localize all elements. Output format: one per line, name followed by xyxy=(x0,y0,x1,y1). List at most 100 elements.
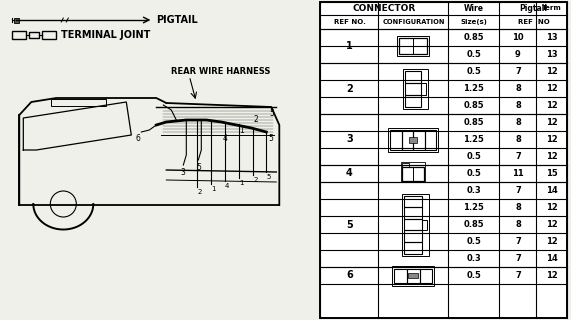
Text: 13: 13 xyxy=(546,33,558,42)
Bar xyxy=(403,163,409,166)
Text: 3: 3 xyxy=(346,134,353,145)
Text: 12: 12 xyxy=(546,152,558,161)
Text: 5: 5 xyxy=(269,109,274,118)
Bar xyxy=(395,268,407,283)
Text: 5: 5 xyxy=(268,134,273,143)
Bar xyxy=(392,266,435,285)
Bar xyxy=(51,99,106,106)
Text: 12: 12 xyxy=(546,101,558,110)
Text: PIGTAIL: PIGTAIL xyxy=(156,15,198,25)
Text: CONFIGURATION: CONFIGURATION xyxy=(382,19,445,25)
Bar xyxy=(400,38,428,54)
Text: 12: 12 xyxy=(546,203,558,212)
Text: 4: 4 xyxy=(346,169,353,179)
Text: 0.3: 0.3 xyxy=(467,186,481,195)
Text: 0.85: 0.85 xyxy=(464,220,484,229)
Text: 7: 7 xyxy=(515,186,521,195)
Bar xyxy=(388,127,439,151)
Bar xyxy=(405,70,421,83)
Text: 0.5: 0.5 xyxy=(467,237,481,246)
Bar xyxy=(404,68,428,108)
Text: 12: 12 xyxy=(546,84,558,93)
Bar xyxy=(13,31,26,39)
Text: CONNECTOR: CONNECTOR xyxy=(353,4,416,13)
Bar xyxy=(402,130,413,149)
Text: 0.5: 0.5 xyxy=(467,169,481,178)
Bar xyxy=(401,162,425,181)
Bar xyxy=(403,166,424,180)
Text: 1: 1 xyxy=(239,126,244,135)
Bar xyxy=(405,83,421,94)
Text: 5: 5 xyxy=(266,174,271,180)
Text: 14: 14 xyxy=(546,186,558,195)
Text: 2: 2 xyxy=(253,177,258,183)
Text: 12: 12 xyxy=(546,237,558,246)
Text: 7: 7 xyxy=(515,237,521,246)
Bar xyxy=(408,273,419,278)
Text: 7: 7 xyxy=(515,152,521,161)
Text: 12: 12 xyxy=(546,220,558,229)
Bar xyxy=(404,196,423,207)
Text: Size(s): Size(s) xyxy=(461,19,488,25)
Text: 7: 7 xyxy=(515,271,521,280)
Text: 7: 7 xyxy=(515,67,521,76)
Text: 12: 12 xyxy=(546,135,558,144)
Bar xyxy=(29,32,39,38)
Bar xyxy=(404,207,423,219)
Text: 8: 8 xyxy=(515,84,521,93)
Bar xyxy=(404,219,423,230)
Text: 8: 8 xyxy=(515,203,521,212)
Text: 0.5: 0.5 xyxy=(467,271,481,280)
Text: 6: 6 xyxy=(136,134,140,143)
Text: 8: 8 xyxy=(515,118,521,127)
Bar xyxy=(403,194,429,255)
Text: TERMINAL JOINT: TERMINAL JOINT xyxy=(61,30,151,40)
Text: 2: 2 xyxy=(197,189,202,195)
Text: 7: 7 xyxy=(515,254,521,263)
Text: 0.5: 0.5 xyxy=(467,67,481,76)
Text: 15: 15 xyxy=(546,169,558,178)
Text: 2: 2 xyxy=(254,115,259,124)
Text: 2: 2 xyxy=(346,84,353,93)
Text: 6: 6 xyxy=(346,270,353,281)
Bar xyxy=(397,36,429,56)
Bar xyxy=(391,130,402,149)
Text: 0.5: 0.5 xyxy=(467,50,481,59)
Text: 1: 1 xyxy=(211,186,216,192)
Text: 8: 8 xyxy=(515,101,521,110)
Bar xyxy=(423,220,428,229)
Text: 14: 14 xyxy=(546,254,558,263)
Text: 12: 12 xyxy=(546,118,558,127)
Text: 0.85: 0.85 xyxy=(464,118,484,127)
Text: 12: 12 xyxy=(546,271,558,280)
Text: REF NO.: REF NO. xyxy=(333,19,365,25)
Text: 1.25: 1.25 xyxy=(464,203,484,212)
Bar xyxy=(404,242,423,253)
Text: 9: 9 xyxy=(515,50,521,59)
Text: 5: 5 xyxy=(196,163,201,172)
Bar xyxy=(404,230,423,242)
Text: 10: 10 xyxy=(512,33,524,42)
Bar xyxy=(407,268,420,283)
Text: 4: 4 xyxy=(225,183,230,189)
Text: 0.85: 0.85 xyxy=(464,101,484,110)
Text: REF  NO: REF NO xyxy=(517,19,549,25)
Text: 5: 5 xyxy=(346,220,353,229)
Text: 1.25: 1.25 xyxy=(464,84,484,93)
Text: 0.3: 0.3 xyxy=(467,254,481,263)
Text: 8: 8 xyxy=(515,135,521,144)
Text: 12: 12 xyxy=(546,67,558,76)
Text: 4: 4 xyxy=(223,134,228,143)
Text: 8: 8 xyxy=(515,220,521,229)
Bar xyxy=(425,130,436,149)
Text: 1: 1 xyxy=(346,41,353,51)
Bar xyxy=(420,268,432,283)
Bar xyxy=(42,31,57,39)
Text: Wire: Wire xyxy=(464,4,484,13)
Text: 1.25: 1.25 xyxy=(464,135,484,144)
Text: 0.85: 0.85 xyxy=(464,33,484,42)
Text: Pigtail: Pigtail xyxy=(520,4,548,13)
Bar xyxy=(413,130,425,149)
Text: REAR WIRE HARNESS: REAR WIRE HARNESS xyxy=(171,68,271,76)
Text: Term: Term xyxy=(542,5,562,12)
